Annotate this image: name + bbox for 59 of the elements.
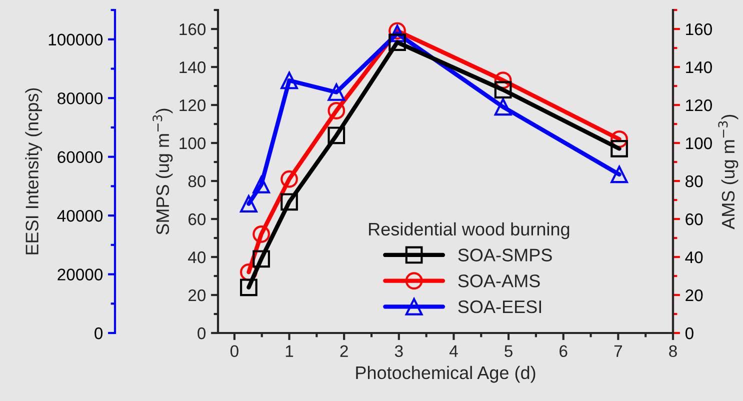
- y-axis-title: SMPS (ug m$^{−3}$): [152, 108, 173, 235]
- point: [328, 84, 346, 101]
- y2-axis-title: AMS (ug m$^{−3}$): [718, 114, 738, 230]
- y2-tick-label: 160: [686, 23, 712, 36]
- y-tick-label: 40: [188, 251, 206, 264]
- point: [610, 166, 628, 184]
- y3-tick-label: 80000: [58, 92, 103, 104]
- x-tick-label: 1: [286, 345, 294, 357]
- y3-tick-label: 20000: [58, 268, 103, 280]
- y-tick-label: 140: [180, 61, 206, 74]
- y-tick-label: 20: [188, 289, 206, 302]
- x-tick-label: 3: [394, 345, 403, 358]
- point: [252, 176, 270, 194]
- legend-label: SOA-AMS: [458, 274, 540, 288]
- x-tick-label: 5: [504, 345, 512, 358]
- point: [280, 193, 298, 211]
- x-tick-label: 0: [230, 345, 238, 358]
- y2-tick-label: 100: [686, 137, 712, 150]
- x-tick-label: 4: [449, 345, 458, 357]
- legend-title: Residential wood burning: [369, 222, 570, 240]
- y-tick-label: 0: [198, 327, 206, 340]
- point: [494, 81, 512, 98]
- y-tick-label: 100: [180, 137, 206, 150]
- point: [494, 98, 512, 116]
- x-axis-title: Photochemical Age (d): [356, 366, 536, 383]
- point: [280, 170, 298, 188]
- y3-tick-label: 40000: [57, 210, 103, 222]
- point: [328, 126, 346, 144]
- y-tick-label: 120: [180, 99, 206, 112]
- y-tick-label: 60: [188, 213, 206, 226]
- y3-axis-title: EESI Intensity (ncps): [25, 88, 42, 254]
- x-tick-label: 2: [340, 345, 348, 357]
- y2-tick-label: 80: [686, 175, 703, 188]
- y2-tick-label: 0: [685, 327, 694, 340]
- y2-tick-label: 120: [686, 99, 712, 112]
- y2-tick-label: 140: [686, 61, 712, 74]
- point: [252, 226, 270, 243]
- y3-tick-label: 60000: [58, 151, 103, 164]
- point: [240, 278, 258, 296]
- x-tick-label: 8: [669, 345, 677, 358]
- x-tick-label: 6: [560, 345, 568, 358]
- point: [240, 195, 258, 212]
- y2-tick-label: 60: [686, 213, 703, 226]
- point: [280, 72, 298, 90]
- y-tick-label: 160: [180, 23, 206, 36]
- y-tick-label: 80: [188, 175, 206, 188]
- x-tick-label: 7: [614, 345, 622, 357]
- legend-label: SOA-SMPS: [458, 248, 552, 262]
- point: [388, 34, 406, 51]
- y2-tick-label: 20: [686, 289, 703, 302]
- y3-tick-label: 100000: [48, 34, 103, 46]
- y2-tick-label: 40: [685, 251, 703, 264]
- legend-label: SOA-EESI: [458, 300, 542, 314]
- point: [610, 140, 628, 158]
- point: [610, 130, 628, 148]
- point: [252, 250, 270, 268]
- point: [494, 72, 512, 89]
- y3-tick-label: 0: [94, 327, 103, 340]
- point: [328, 102, 346, 120]
